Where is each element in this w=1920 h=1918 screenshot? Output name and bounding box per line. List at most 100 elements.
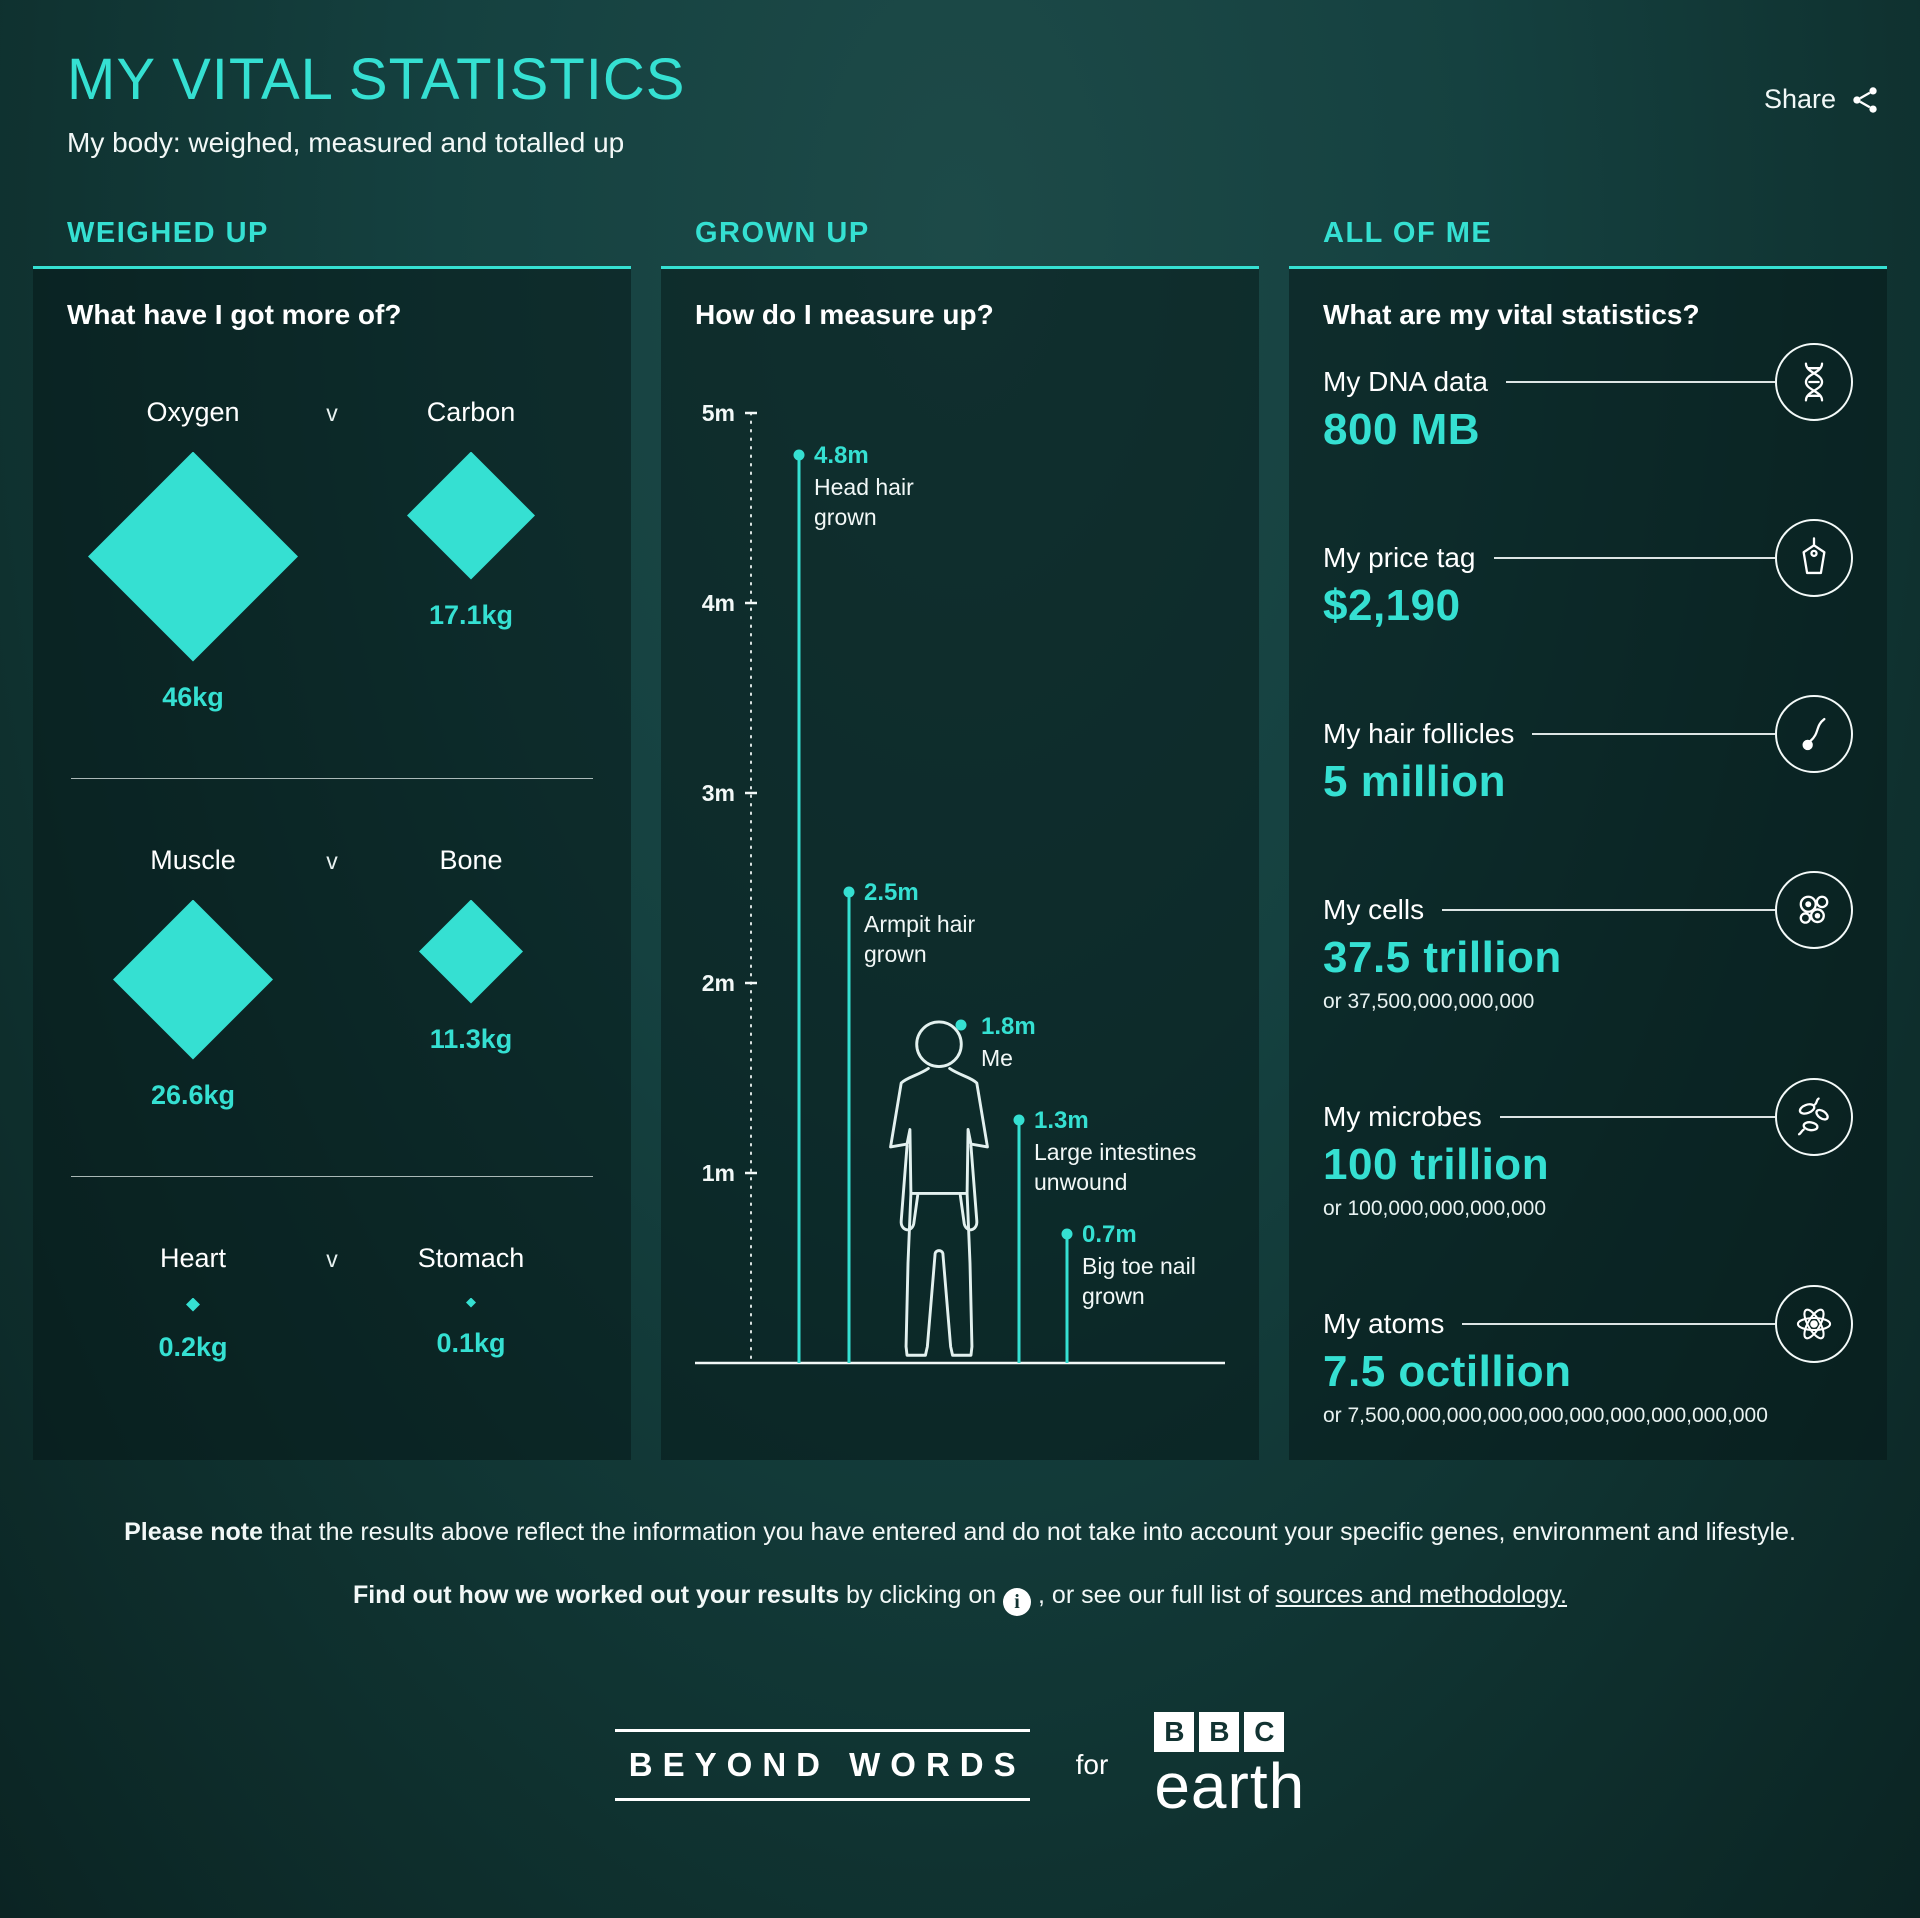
footer-logos: BEYOND WORDS for B B C earth (0, 1712, 1920, 1818)
svg-text:5m: 5m (702, 400, 735, 426)
results-note-text: that the results above reflect the infor… (263, 1518, 1796, 1546)
comparison-row-heart-stomach: Heart 0.2kg v Stomach 0.1kg (67, 1243, 597, 1363)
section-grown-up: GROWN UP How do I measure up? 1m 2m 3m 4m 5m… (661, 217, 1259, 1460)
svg-text:3m: 3m (702, 780, 735, 806)
bbc-block-letter: C (1244, 1712, 1285, 1752)
substance-value: 46kg (162, 681, 224, 712)
section-label-weighed-up: WEIGHED UP (33, 217, 631, 269)
stat-header: My cells (1323, 871, 1853, 949)
stat-value: 37.5 trillion (1323, 933, 1562, 982)
svg-text:2.5m: 2.5m (864, 879, 919, 906)
divider (71, 778, 593, 779)
svg-text:Head hair: Head hair (814, 474, 914, 500)
grown-up-heading: How do I measure up? (695, 299, 994, 330)
heart-diamond (186, 1297, 200, 1312)
versus-label: v (326, 399, 338, 426)
substance-name: Bone (439, 844, 503, 875)
comparison-area: Oxygen 46kg v Carbon 17.1kg Muscle (67, 331, 597, 1428)
comparison-right: Bone 11.3kg (349, 845, 593, 1111)
stat-label: My DNA data (1323, 366, 1488, 397)
substance-value: 0.1kg (436, 1327, 506, 1358)
svg-text:unwound: unwound (1034, 1169, 1127, 1195)
hair-follicle-icon (1775, 695, 1853, 773)
muscle-diamond (113, 899, 273, 1060)
share-icon (1853, 86, 1877, 113)
price-tag-icon (1775, 519, 1853, 597)
section-label-all-of-me: ALL OF ME (1289, 217, 1887, 269)
connector-line (1532, 733, 1775, 735)
svg-text:Big toe nail: Big toe nail (1082, 1253, 1196, 1279)
bbc-block-letter: B (1154, 1712, 1195, 1752)
svg-text:Me: Me (981, 1045, 1013, 1071)
weighed-up-panel: What have I got more of? Oxygen 46kg v C… (33, 269, 631, 1460)
page-header: MY VITAL STATISTICS My body: weighed, me… (0, 0, 1920, 159)
atom-icon (1775, 1285, 1853, 1363)
beyond-words-logo: BEYOND WORDS (614, 1729, 1030, 1801)
methodology-note-mid: by clicking on (839, 1581, 1004, 1609)
page-subtitle: My body: weighed, measured and totalled … (67, 127, 625, 158)
comparison-left: Oxygen 46kg (71, 397, 315, 713)
comparison-row-oxygen-carbon: Oxygen 46kg v Carbon 17.1kg (67, 397, 597, 713)
stat-row-hair-follicles: My hair follicles 5 million (1323, 695, 1853, 807)
stat-row-cells: My cells 37.5 trill (1323, 871, 1853, 1014)
stat-value: 5 million (1323, 757, 1506, 806)
carbon-diamond (407, 451, 535, 580)
comparison-right: Stomach 0.1kg (349, 1243, 593, 1363)
bbc-earth-logo: B B C earth (1154, 1712, 1305, 1818)
stat-label: My atoms (1323, 1308, 1445, 1339)
cells-icon (1775, 871, 1853, 949)
svg-text:1.3m: 1.3m (1034, 1107, 1089, 1134)
substance-name: Heart (159, 1242, 227, 1273)
stat-header: My price tag (1323, 519, 1853, 597)
stats-list: My DNA data 800 MB (1323, 343, 1853, 1428)
stat-sub-value: or 7,500,000,000,000,000,000,000,000,000… (1323, 1404, 1768, 1427)
for-label: for (1075, 1749, 1109, 1780)
methodology-note: Find out how we worked out your results … (0, 1581, 1920, 1616)
svg-text:4.8m: 4.8m (814, 442, 869, 469)
methodology-note-bold: Find out how we worked out your results (352, 1581, 840, 1609)
dna-icon (1775, 343, 1853, 421)
stat-label: My microbes (1323, 1101, 1482, 1132)
share-button[interactable]: Share (1764, 84, 1880, 115)
svg-text:1m: 1m (702, 1160, 735, 1186)
share-label: Share (1763, 84, 1836, 114)
methodology-note-after: , or see our full list of (1031, 1581, 1276, 1609)
substance-name: Muscle (150, 844, 236, 875)
stat-sub-value: or 100,000,000,000,000 (1323, 1197, 1547, 1220)
svg-text:2m: 2m (702, 970, 735, 996)
stat-label: My cells (1323, 894, 1425, 925)
stat-header: My atoms (1323, 1285, 1853, 1363)
microbes-icon (1775, 1078, 1853, 1156)
comparison-row-muscle-bone: Muscle 26.6kg v Bone 11.3kg (67, 845, 597, 1111)
versus-label: v (326, 1245, 338, 1272)
bbc-blocks: B B C (1154, 1712, 1285, 1752)
stat-row-microbes: My microbes (1323, 1078, 1853, 1221)
results-note: Please note that the results above refle… (0, 1518, 1920, 1547)
divider (71, 1176, 593, 1177)
stat-header: My microbes (1323, 1078, 1853, 1156)
stat-header: My DNA data (1323, 343, 1853, 421)
svg-text:grown: grown (864, 941, 927, 967)
substance-name: Stomach (417, 1242, 525, 1273)
oxygen-diamond (88, 451, 298, 662)
svg-text:grown: grown (814, 504, 877, 530)
comparison-right: Carbon 17.1kg (349, 397, 593, 713)
page-title: MY VITAL STATISTICS (67, 47, 686, 112)
info-icon[interactable]: i (1003, 1588, 1032, 1616)
sources-methodology-link[interactable]: sources and methodology. (1275, 1581, 1568, 1609)
comparison-left: Muscle 26.6kg (71, 845, 315, 1111)
all-of-me-heading: What are my vital statistics? (1323, 299, 1700, 330)
svg-text:Armpit hair: Armpit hair (864, 911, 976, 937)
svg-text:1.8m: 1.8m (981, 1013, 1036, 1040)
stat-value: $2,190 (1323, 581, 1461, 630)
height-measure-chart: 1m 2m 3m 4m 5m 4.8m Head hair grown 2.5m Armpit h… (695, 400, 1225, 1365)
stat-label: My hair follicles (1323, 718, 1515, 749)
stat-row-price: My price tag $2,190 (1323, 519, 1853, 631)
svg-text:Large intestines: Large intestines (1034, 1139, 1196, 1165)
connector-line (1462, 1323, 1775, 1325)
bbc-block-letter: B (1199, 1712, 1240, 1752)
section-weighed-up: WEIGHED UP What have I got more of? Oxyg… (33, 217, 631, 1460)
stat-value: 7.5 octillion (1323, 1347, 1572, 1396)
comparison-left: Heart 0.2kg (71, 1243, 315, 1363)
stat-row-atoms: My atoms (1323, 1285, 1853, 1428)
